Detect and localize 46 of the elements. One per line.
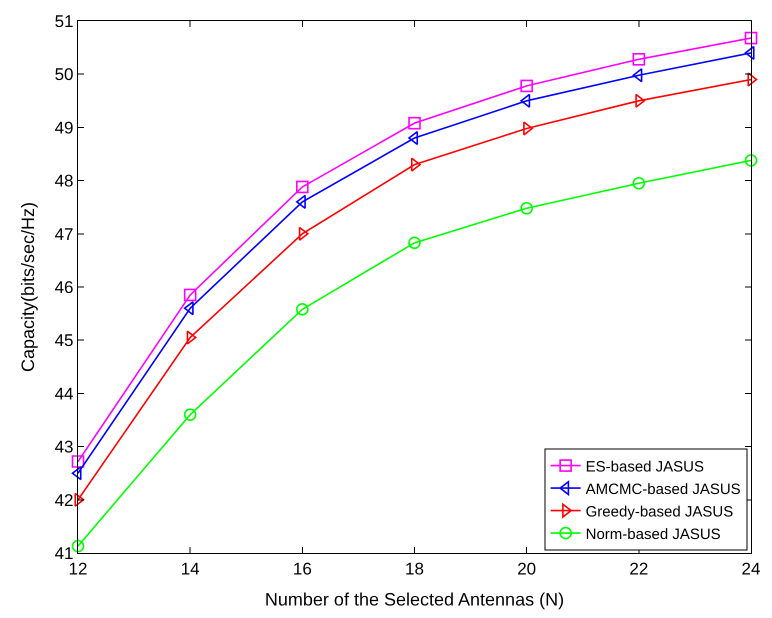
y-tick-label: 46 — [54, 278, 74, 297]
y-tick-label: 47 — [54, 224, 74, 244]
point — [520, 94, 530, 108]
point — [184, 288, 196, 302]
point — [72, 455, 84, 468]
y-tick-label: 42 — [54, 490, 74, 510]
legend-label: Greedy-based JASUS — [586, 503, 734, 520]
legend-label: ES-based JASUS — [586, 458, 704, 476]
x-tick-label: 20 — [517, 560, 536, 578]
y-tick-label: 48 — [54, 172, 74, 191]
x-tick-label: 16 — [292, 560, 312, 578]
point — [520, 202, 533, 215]
point — [632, 53, 646, 66]
point — [184, 408, 196, 421]
x-tick-label: 14 — [180, 560, 200, 578]
x-tick-label: 18 — [405, 560, 424, 578]
x-tick-label: 24 — [742, 560, 760, 578]
point — [408, 130, 418, 146]
x-tick-label: 22 — [629, 560, 648, 578]
y-tick-label: 45 — [54, 331, 74, 350]
point — [72, 466, 82, 480]
point — [296, 303, 309, 316]
point — [744, 32, 758, 44]
point — [408, 116, 421, 130]
point — [296, 180, 309, 194]
y-tick-label: 50 — [54, 65, 74, 84]
y-tick-label: 51 — [54, 12, 74, 31]
y-axis-title: Capacity(bits/sec/Hz) — [18, 202, 38, 372]
y-tick-label: 44 — [54, 384, 74, 404]
point — [520, 80, 533, 92]
legend-label: AMCMC-based JASUS — [586, 480, 741, 498]
y-tick-label: 49 — [54, 118, 74, 138]
point — [747, 72, 758, 87]
point — [410, 157, 421, 172]
point — [184, 301, 194, 316]
point — [74, 492, 84, 507]
point — [408, 236, 421, 250]
point — [632, 176, 646, 190]
legend-label: Norm-based JASUS — [586, 526, 721, 543]
x-axis-title: Number of the Selected Antennas (N) — [264, 590, 564, 610]
point — [744, 46, 755, 60]
point — [298, 226, 309, 241]
point — [635, 94, 646, 108]
point — [744, 154, 758, 167]
point — [72, 540, 84, 552]
y-tick-label: 43 — [54, 438, 74, 457]
